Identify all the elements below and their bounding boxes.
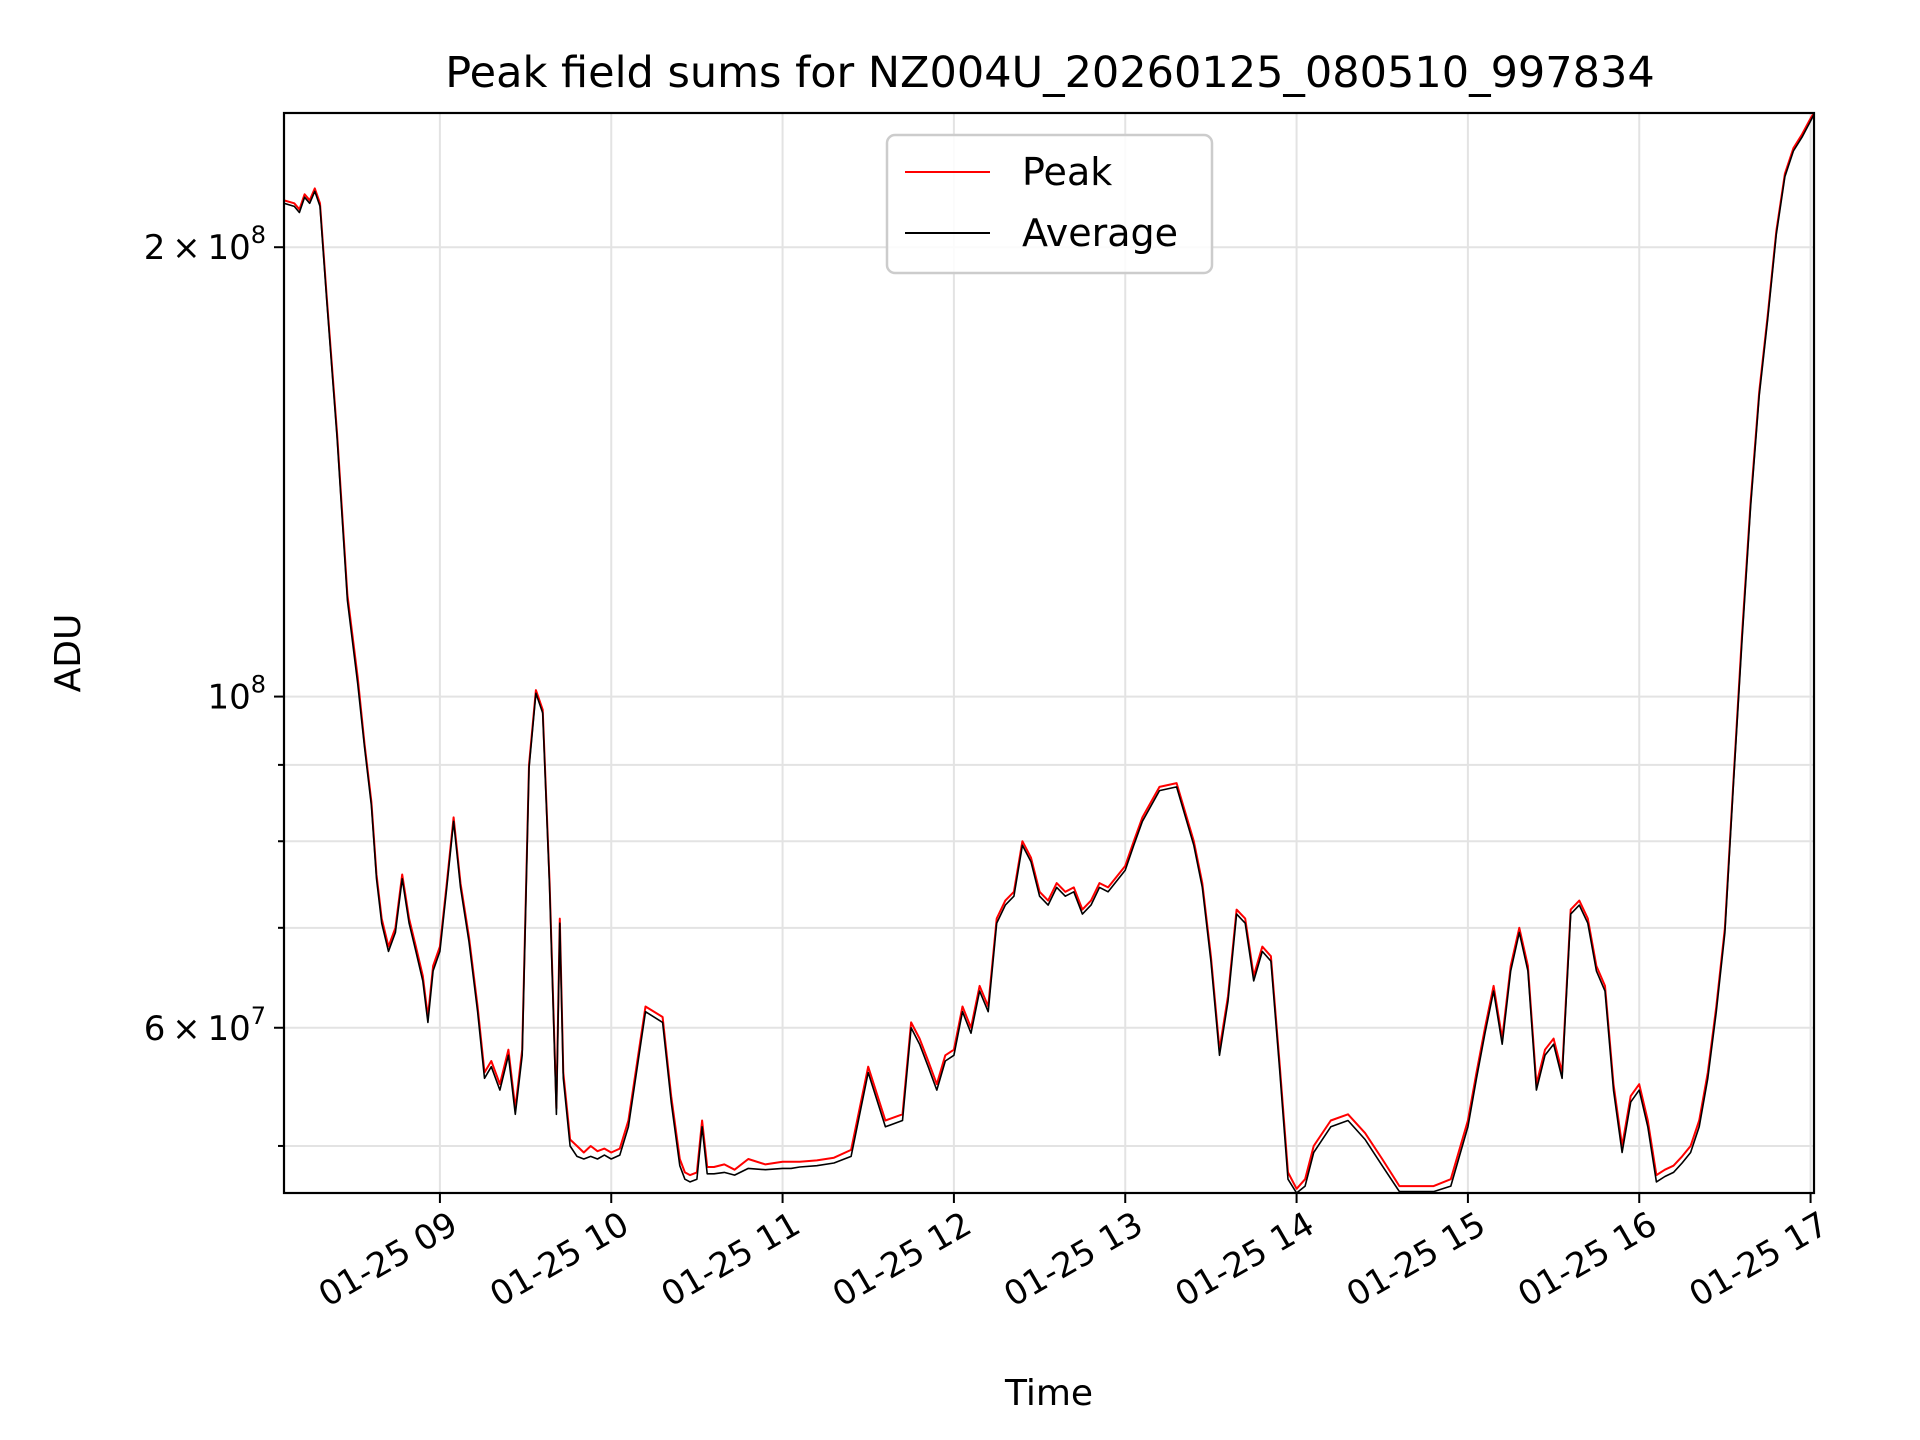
chart-title: Peak field sums for NZ004U_20260125_0805… [445, 48, 1654, 98]
legend-label-peak: Peak [1022, 150, 1112, 194]
x-axis-title: Time [1004, 1373, 1093, 1414]
y-tick-label: 6 × 107 [144, 1002, 266, 1049]
y-axis-title: ADU [48, 614, 89, 693]
plot-frame [282, 111, 1816, 1195]
grid-lines [284, 113, 1814, 1193]
y-tick-label: 108 [207, 671, 266, 718]
legend: Peak Average [885, 133, 1214, 275]
series-group [284, 113, 1814, 1193]
legend-label-average: Average [1022, 211, 1178, 255]
series-line-average [284, 113, 1814, 1193]
y-axis: 6 × 107 108 2 × 108 [144, 221, 284, 1147]
legend-box [885, 133, 1214, 275]
y-tick-label: 2 × 108 [144, 221, 266, 268]
